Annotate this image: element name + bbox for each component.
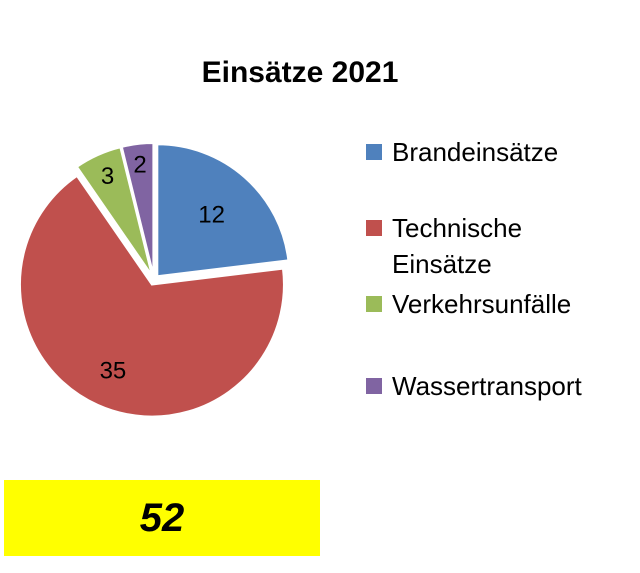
legend-swatch	[366, 144, 382, 160]
legend-swatch	[366, 220, 382, 236]
legend-item-technische-einsaetze: Technische Einsätze	[366, 210, 522, 282]
legend-label: Technische Einsätze	[392, 213, 523, 279]
pie-chart: 12 35 3 2	[19, 142, 290, 418]
legend-item-verkehrsunfaelle: Verkehrsunfälle	[366, 286, 571, 322]
pie-slice	[156, 143, 290, 278]
pie-slice-label: 2	[133, 151, 146, 178]
pie-slice	[19, 174, 285, 418]
pie-slice-label: 12	[198, 201, 225, 228]
legend-item-brandeinsaetze: Brandeinsätze	[366, 134, 558, 170]
legend-label: Brandeinsätze	[392, 137, 559, 167]
total-box: 52	[4, 480, 320, 556]
legend-label: Wassertransport	[392, 371, 582, 401]
legend-swatch	[366, 378, 382, 394]
chart-title: Einsätze 2021	[201, 56, 399, 89]
pie-slice-label: 35	[100, 358, 127, 385]
total-value: 52	[139, 495, 185, 540]
pie-slice	[120, 142, 155, 276]
legend-item-wassertransport: Wassertransport	[366, 368, 582, 404]
legend-label: Verkehrsunfälle	[392, 289, 572, 319]
pie-slice-label: 3	[101, 163, 114, 190]
legend-swatch	[366, 296, 382, 312]
pie-slice	[75, 146, 153, 277]
